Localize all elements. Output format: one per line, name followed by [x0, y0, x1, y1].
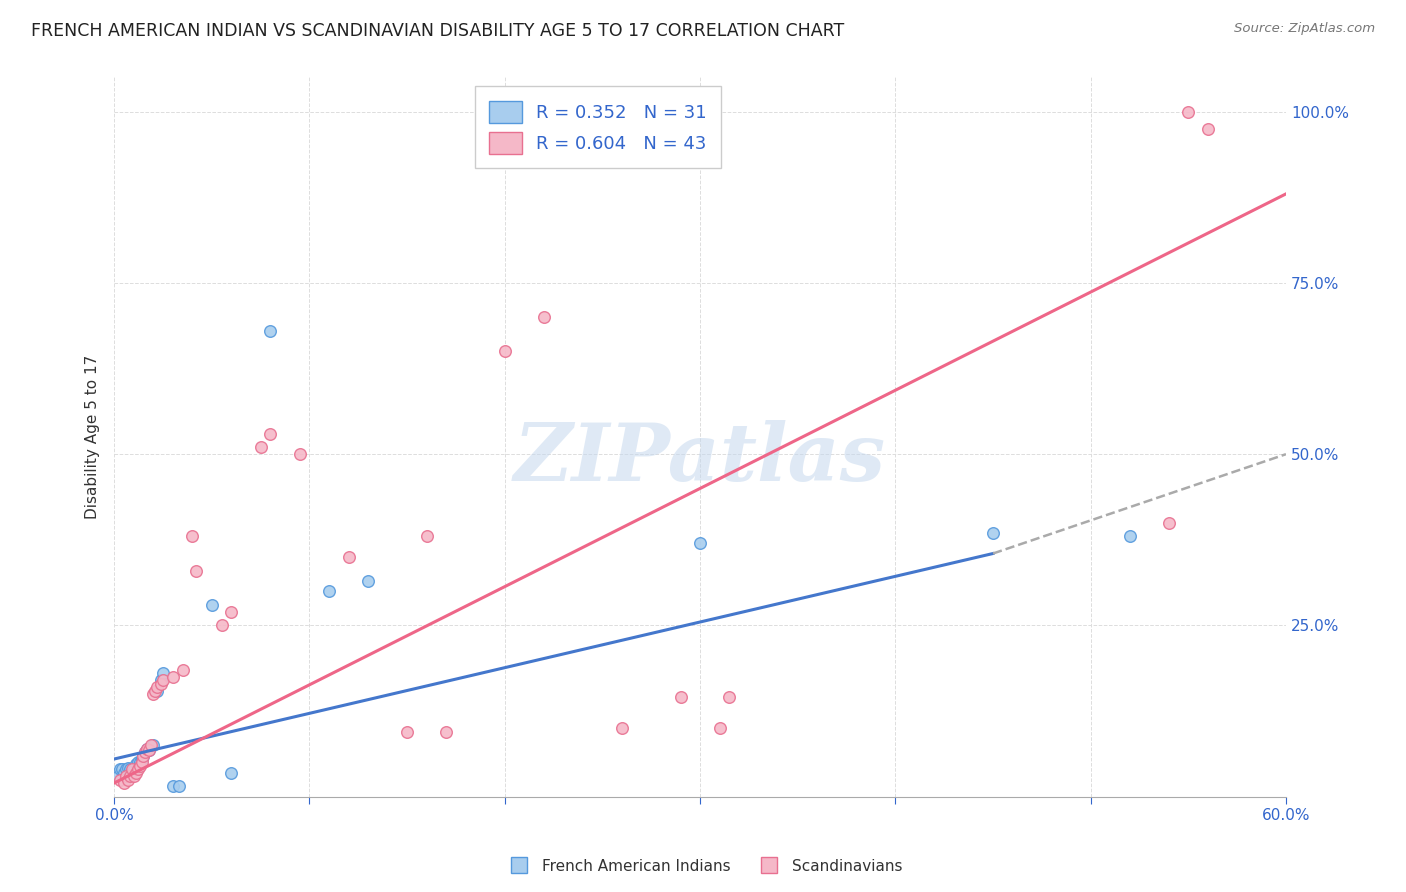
Point — [108, 762, 131, 776]
Point — [127, 762, 149, 776]
Point — [150, 673, 173, 688]
Point — [181, 529, 204, 543]
Point — [132, 748, 155, 763]
Point — [117, 772, 139, 787]
Point — [143, 683, 166, 698]
Point — [122, 769, 145, 783]
Point — [122, 762, 145, 776]
Point — [709, 721, 731, 735]
Point — [152, 666, 174, 681]
Point — [108, 772, 131, 787]
Text: Source: ZipAtlas.com: Source: ZipAtlas.com — [1234, 22, 1375, 36]
Point — [112, 765, 135, 780]
Point — [337, 549, 360, 564]
Point — [162, 780, 184, 794]
Point — [142, 739, 165, 753]
Point — [112, 776, 135, 790]
Point — [121, 762, 143, 776]
Point — [167, 780, 190, 794]
Point — [981, 525, 1004, 540]
Point — [138, 743, 160, 757]
Point — [150, 676, 173, 690]
Point — [152, 673, 174, 688]
Point — [138, 743, 160, 757]
Point — [111, 762, 134, 776]
Point — [146, 680, 169, 694]
Point — [136, 741, 159, 756]
Point — [396, 724, 419, 739]
Point — [127, 756, 149, 770]
Text: FRENCH AMERICAN INDIAN VS SCANDINAVIAN DISABILITY AGE 5 TO 17 CORRELATION CHART: FRENCH AMERICAN INDIAN VS SCANDINAVIAN D… — [31, 22, 844, 40]
Point — [118, 769, 141, 783]
Point — [142, 687, 165, 701]
Point — [259, 324, 281, 338]
Point — [357, 574, 380, 588]
Point — [124, 765, 146, 780]
Point — [117, 761, 139, 775]
Point — [415, 529, 437, 543]
Point — [221, 765, 243, 780]
Point — [172, 663, 194, 677]
Point — [115, 769, 138, 783]
Point — [124, 756, 146, 771]
Point — [132, 748, 155, 763]
Point — [689, 536, 711, 550]
Point — [118, 762, 141, 776]
Point — [1197, 121, 1219, 136]
Point — [146, 683, 169, 698]
Text: ZIPatlas: ZIPatlas — [515, 420, 886, 498]
Point — [318, 584, 340, 599]
Point — [131, 756, 153, 770]
Point — [533, 310, 555, 325]
Point — [1177, 104, 1199, 119]
Point — [131, 752, 153, 766]
Point — [221, 605, 243, 619]
Point — [434, 724, 457, 739]
Point — [121, 764, 143, 778]
Point — [494, 344, 516, 359]
Point — [162, 670, 184, 684]
Point — [141, 739, 163, 753]
Point — [669, 690, 692, 705]
Point — [1157, 516, 1180, 530]
Point — [115, 762, 138, 776]
Point — [718, 690, 741, 705]
Legend: French American Indians, Scandinavians: French American Indians, Scandinavians — [498, 853, 908, 880]
Point — [128, 759, 150, 773]
Point — [211, 618, 233, 632]
Point — [249, 440, 271, 454]
Point — [107, 769, 129, 783]
Point — [128, 756, 150, 770]
Point — [136, 741, 159, 756]
Point — [259, 426, 281, 441]
Point — [134, 745, 156, 759]
Point — [1119, 529, 1142, 543]
Point — [186, 564, 208, 578]
Legend: R = 0.352   N = 31, R = 0.604   N = 43: R = 0.352 N = 31, R = 0.604 N = 43 — [475, 87, 721, 169]
Point — [610, 721, 633, 735]
Point — [201, 598, 224, 612]
Y-axis label: Disability Age 5 to 17: Disability Age 5 to 17 — [86, 355, 100, 519]
Point — [134, 745, 156, 759]
Point — [288, 447, 311, 461]
